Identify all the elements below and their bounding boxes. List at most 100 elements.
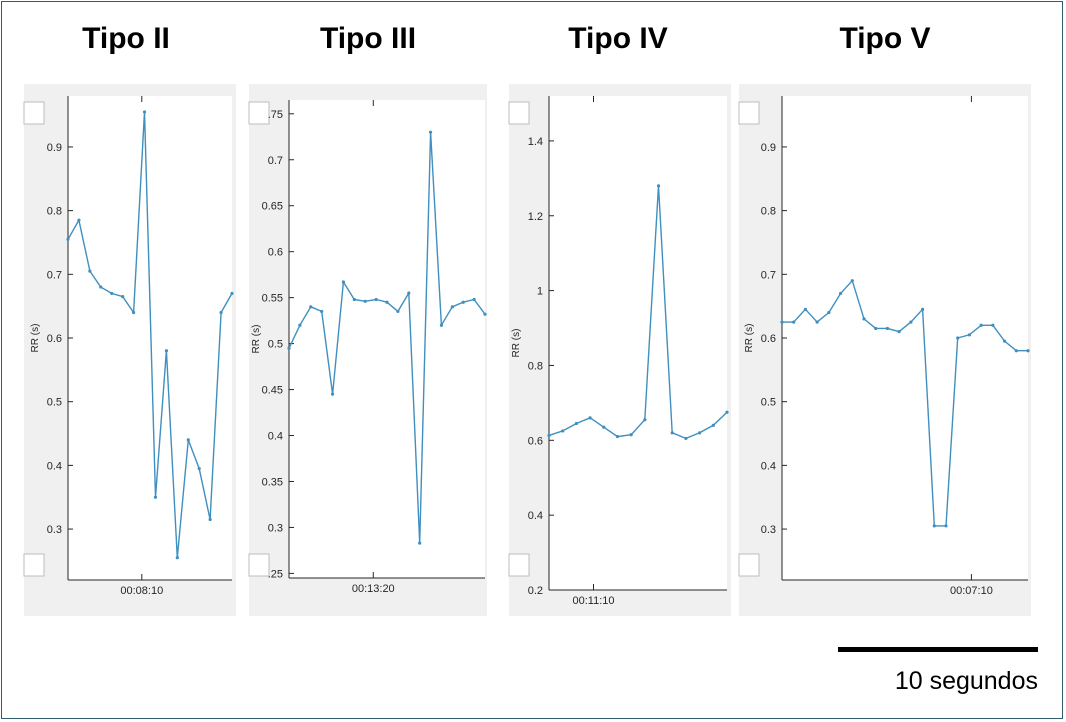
- panel-1-point-12: [197, 466, 201, 471]
- panel-1-point-14: [219, 310, 223, 315]
- panel-2-ytick-label-10: .25: [268, 568, 283, 580]
- panel-2-ytick-label-5: 0.5: [268, 339, 283, 351]
- panel-4-ylabel: RR (s): [744, 324, 755, 353]
- panel-3-ytick-label-3: 0.8: [528, 360, 543, 372]
- panel-4-ytick-label-5: 0.4: [761, 460, 776, 472]
- panel-4-point-21: [1026, 349, 1030, 353]
- panel-1-point-1: [77, 218, 81, 222]
- panel-4-point-14: [944, 524, 948, 528]
- panel-4-ytick-label-3: 0.6: [761, 333, 776, 345]
- panel-4-xtick-label: 00:07:10: [950, 585, 993, 597]
- panel-2-plot-area: [289, 100, 485, 578]
- panel-1-point-2: [88, 269, 92, 273]
- panel-1-series-line: [67, 111, 233, 558]
- panel-1-point-10: [175, 556, 179, 560]
- panel-title-tipo-ii: Tipo II: [82, 22, 170, 55]
- panel-1-point-3: [99, 285, 103, 289]
- panel-1-point-7: [142, 110, 147, 114]
- panel-3-point-13: [725, 410, 729, 414]
- panel-4-point-17: [979, 323, 983, 327]
- panel-1-ytick-label-2: 0.7: [47, 269, 62, 281]
- panel-title-tipo-iv: Tipo IV: [568, 22, 668, 55]
- panel-1-ytick-label-0: 0.9: [47, 142, 62, 154]
- panel-4-point-10: [897, 330, 901, 334]
- panel-4-point-12: [920, 307, 925, 311]
- panel-2-control-box-top: [248, 101, 270, 125]
- panel-3-point-2: [574, 421, 578, 426]
- panel-4-point-20: [1014, 349, 1018, 353]
- panel-1-ylabel: RR (s): [30, 324, 41, 353]
- panel-2-point-4: [330, 392, 335, 396]
- panel-4-ytick-label-1: 0.8: [761, 206, 776, 218]
- panel-2-point-6: [352, 297, 356, 302]
- panel-3-point-7: [643, 418, 647, 422]
- panel-1-plot-area: [68, 96, 232, 580]
- panel-1-ytick-label-4: 0.5: [47, 397, 62, 409]
- panel-4-control-box-top: [738, 101, 760, 125]
- panel-2-point-17: [472, 297, 476, 302]
- panel-3-control-box-bottom: [508, 553, 530, 577]
- panel-1-ytick-label-3: 0.6: [47, 333, 62, 345]
- panel-4-point-3: [815, 320, 819, 324]
- panel-2-xtick-label: 00:13:20: [352, 583, 395, 595]
- panel-1-point-15: [230, 291, 234, 296]
- panel-1-ytick-label-5: 0.4: [47, 460, 62, 472]
- panel-2-point-10: [396, 309, 400, 314]
- panel-2-ytick-label-6: 0.45: [262, 385, 283, 397]
- panel-1-ytick-label-1: 0.8: [47, 206, 62, 218]
- panel-2-point-8: [374, 297, 378, 302]
- panel-2-point-2: [309, 305, 313, 309]
- panel-3-ytick-label-0: 1.4: [528, 136, 543, 148]
- panel-2-ylabel: RR (s): [251, 325, 262, 354]
- panel-2-point-12: [418, 541, 422, 545]
- panel-1-point-0: [66, 237, 70, 241]
- panel-title-tipo-v: Tipo V: [839, 22, 931, 55]
- panel-3-point-3: [588, 416, 592, 420]
- panel-2-point-16: [461, 300, 465, 304]
- panel-4-plot-area: [782, 96, 1028, 580]
- panel-3-point-11: [698, 431, 702, 435]
- panel-3-point-12: [711, 423, 715, 427]
- scale-bar-label: 10 segundos: [894, 667, 1038, 695]
- panel-2-point-1: [298, 323, 302, 327]
- panel-3-xtick-label: 00:11:10: [572, 595, 614, 607]
- panel-3-plot-area: [549, 96, 727, 590]
- panel-4-point-15: [956, 336, 960, 340]
- panel-3-ytick-label-5: 0.4: [528, 510, 543, 522]
- panel-4-series-line: [782, 279, 1028, 527]
- panel-3-point-8: [656, 184, 661, 188]
- panel-3-point-9: [670, 431, 674, 435]
- panel-4-point-1: [792, 320, 796, 324]
- panel-4-ytick-label-6: 0.3: [761, 524, 776, 536]
- panel-3-series-line: [548, 185, 728, 440]
- panel-4-point-5: [838, 291, 843, 296]
- panel-2-ytick-label-4: 0.55: [262, 293, 283, 305]
- panel-2-ytick-label-0: .75: [268, 109, 283, 121]
- panel-2-point-18: [483, 312, 487, 316]
- panel-1-point-6: [132, 310, 136, 315]
- panel-4-ytick-label-0: 0.9: [761, 142, 776, 154]
- panel-4-control-box-bottom: [738, 553, 760, 577]
- panel-1-ytick-label-6: 0.3: [47, 524, 62, 536]
- panel-3-ytick-label-1: 1.2: [528, 211, 543, 223]
- panel-1-control-box-top: [23, 101, 45, 125]
- panel-2-point-0: [287, 346, 291, 350]
- panel-4-point-11: [909, 320, 913, 324]
- panel-2-point-15: [450, 305, 454, 309]
- panel-2-point-14: [439, 323, 444, 327]
- panel-3-point-4: [602, 425, 606, 429]
- panel-2-point-11: [407, 291, 411, 295]
- panel-2-point-9: [385, 300, 389, 304]
- panel-1-point-5: [121, 295, 125, 299]
- panel-2-ytick-label-7: 0.4: [268, 431, 283, 443]
- panel-2-point-5: [341, 280, 346, 284]
- panel-2-ytick-label-2: 0.65: [262, 201, 283, 213]
- panel-4-point-6: [850, 279, 854, 283]
- panel-3-point-10: [684, 436, 688, 441]
- panel-1-control-box-bottom: [23, 553, 45, 577]
- panel-4-point-16: [967, 333, 972, 337]
- panel-4-point-7: [862, 317, 866, 321]
- panel-2-ytick-label-9: 0.3: [268, 522, 283, 534]
